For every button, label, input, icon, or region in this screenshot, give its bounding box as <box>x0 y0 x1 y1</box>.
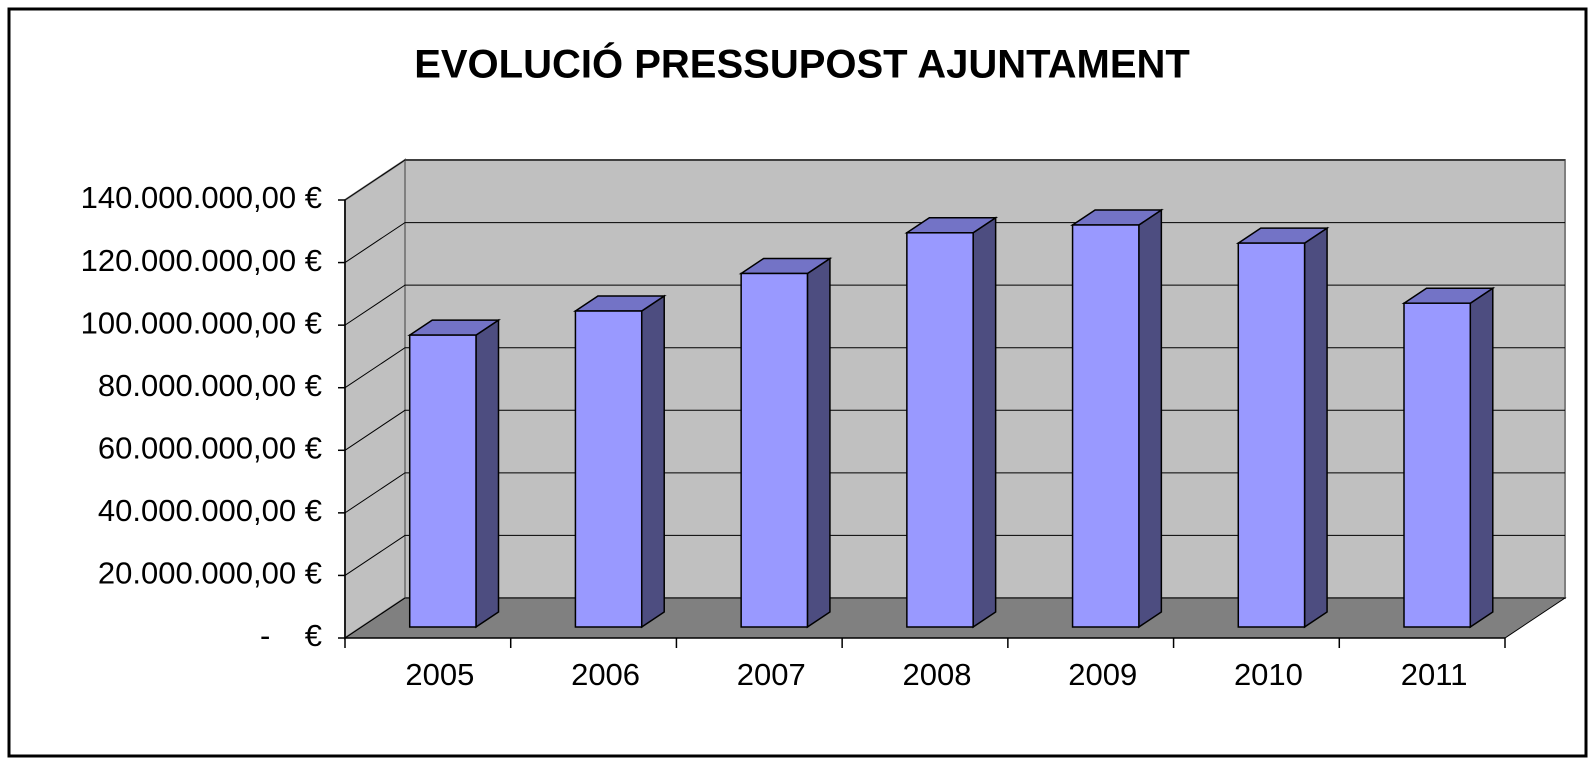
x-tick-label: 2006 <box>571 657 640 692</box>
x-tick-label: 2007 <box>737 657 806 692</box>
y-tick-label: 100.000.000,00 € <box>81 305 322 340</box>
x-tick-label: 2005 <box>405 657 474 692</box>
y-tick-label: 120.000.000,00 € <box>81 243 322 278</box>
bar-side <box>1138 208 1163 629</box>
bar-side <box>1469 286 1494 629</box>
y-tick-label: 20.000.000,00 € <box>98 556 322 591</box>
y-tick-label: 40.000.000,00 € <box>98 493 322 528</box>
y-tick-label: 140.000.000,00 € <box>81 180 322 215</box>
x-tick-label: 2009 <box>1068 657 1137 692</box>
bar <box>1237 242 1306 628</box>
y-tick-label: 80.000.000,00 € <box>98 368 322 403</box>
x-tick-label: 2011 <box>1401 657 1468 692</box>
grid-line <box>344 159 1565 201</box>
x-tick-label: 2008 <box>903 657 972 692</box>
bar <box>1071 224 1140 628</box>
bar-side <box>640 294 665 629</box>
bar-side <box>806 257 831 629</box>
chart-title: EVOLUCIÓ PRESSUPOST AJUNTAMENT <box>414 41 1190 87</box>
grid-line <box>344 409 1565 451</box>
bar <box>408 334 477 628</box>
grid-line <box>344 284 1565 326</box>
bar <box>740 272 809 628</box>
side-wall <box>344 158 406 640</box>
bar-side <box>972 216 997 629</box>
grid-line <box>344 534 1565 576</box>
grid-line <box>344 472 1565 514</box>
grid-line <box>344 222 1565 263</box>
x-tick-label: 2010 <box>1234 657 1303 692</box>
bar-side <box>475 318 500 629</box>
bar-side <box>1303 226 1328 629</box>
bar <box>1403 302 1472 628</box>
y-tick-label: 60.000.000,00 € <box>98 430 322 465</box>
bar <box>574 310 643 628</box>
y-tick-label: - € <box>260 618 322 653</box>
bar <box>906 232 974 628</box>
grid-line <box>344 597 1565 639</box>
grid-line <box>344 347 1565 389</box>
